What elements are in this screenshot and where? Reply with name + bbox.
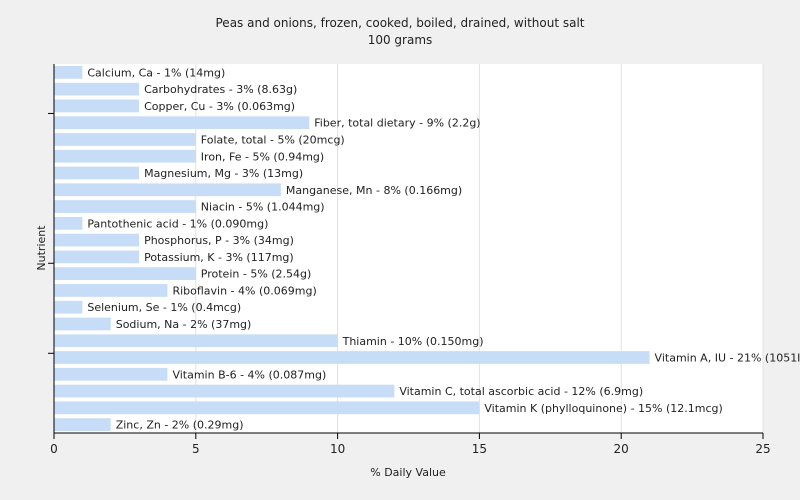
bar-label: Zinc, Zn - 2% (0.29mg)	[116, 419, 244, 432]
bar	[54, 149, 196, 163]
x-tick-label: 20	[614, 442, 629, 456]
bar	[54, 351, 650, 364]
bar	[54, 133, 196, 146]
bar	[54, 82, 140, 96]
bar-label: Selenium, Se - 1% (0.4mcg)	[87, 301, 241, 314]
bar-label: Vitamin A, IU - 21% (1051IU)	[655, 352, 800, 365]
bar-label: Protein - 5% (2.54g)	[201, 268, 312, 281]
chart-subtitle: 100 grams	[368, 33, 433, 47]
bar-label: Iron, Fe - 5% (0.94mg)	[201, 150, 324, 163]
bar	[54, 367, 168, 381]
bar-label: Riboflavin - 4% (0.069mg)	[172, 284, 316, 297]
axes: 0 5 10 15 20 25	[48, 64, 771, 456]
x-tick-label: 25	[755, 442, 770, 456]
chart-title: Peas and onions, frozen, cooked, boiled,…	[216, 16, 585, 30]
bar-label: Carbohydrates - 3% (8.63g)	[144, 83, 297, 96]
bar	[54, 200, 196, 213]
x-axis-label: % Daily Value	[370, 466, 446, 479]
bar-label: Phosphorus, P - 3% (34mg)	[144, 234, 294, 247]
bar	[54, 300, 83, 314]
bar-label: Manganese, Mn - 8% (0.166mg)	[286, 184, 462, 197]
bar	[54, 267, 196, 281]
bar	[54, 401, 480, 415]
bar	[54, 334, 338, 348]
bar	[54, 250, 140, 264]
bar-label: Thiamin - 10% (0.150mg)	[342, 335, 484, 348]
x-tick-label: 5	[192, 442, 200, 456]
bar-label: Calcium, Ca - 1% (14mg)	[87, 66, 225, 79]
bar-label: Sodium, Na - 2% (37mg)	[116, 318, 252, 331]
bar	[54, 418, 111, 431]
bars: Calcium, Ca - 1% (14mg) Carbohydrates - 3…	[54, 66, 800, 432]
bar-label: Niacin - 5% (1.044mg)	[201, 201, 325, 214]
bar	[54, 99, 140, 113]
bar	[54, 284, 168, 297]
bar	[54, 66, 83, 79]
bar	[54, 116, 310, 130]
bar-label: Vitamin B-6 - 4% (0.087mg)	[172, 368, 326, 381]
bar-label: Vitamin K (phylloquinone) - 15% (12.1mcg…	[484, 402, 722, 415]
bar-label: Folate, total - 5% (20mcg)	[201, 133, 345, 146]
x-tick-label: 10	[330, 442, 345, 456]
bar	[54, 233, 140, 247]
bar-label: Copper, Cu - 3% (0.063mg)	[144, 100, 295, 113]
y-axis-label: Nutrient	[35, 225, 48, 271]
bar-label: Magnesium, Mg - 3% (13mg)	[144, 167, 303, 180]
bar-label: Fiber, total dietary - 9% (2.2g)	[314, 117, 480, 130]
bar	[54, 216, 83, 230]
bar	[54, 183, 281, 197]
bar-label: Vitamin C, total ascorbic acid - 12% (6.…	[399, 385, 643, 398]
bar	[54, 166, 140, 180]
bar-label: Pantothenic acid - 1% (0.090mg)	[87, 217, 268, 230]
bar	[54, 384, 395, 398]
bar	[54, 317, 111, 331]
x-tick-label: 15	[472, 442, 487, 456]
bar-label: Potassium, K - 3% (117mg)	[144, 251, 294, 264]
x-tick-label: 0	[50, 442, 58, 456]
